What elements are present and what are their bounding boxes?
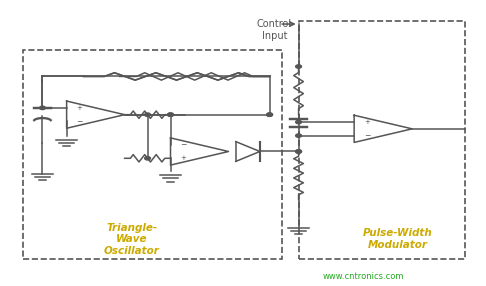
Circle shape <box>295 134 301 137</box>
Text: Control
Input: Control Input <box>257 19 292 41</box>
Circle shape <box>39 106 45 110</box>
Text: −: − <box>180 140 187 150</box>
Text: www.cntronics.com: www.cntronics.com <box>323 272 404 281</box>
Circle shape <box>295 120 301 124</box>
Circle shape <box>295 150 301 153</box>
Text: +: + <box>77 105 83 111</box>
Circle shape <box>168 113 174 116</box>
Bar <box>23 49 282 259</box>
Circle shape <box>295 150 301 153</box>
Circle shape <box>145 113 151 116</box>
Circle shape <box>145 157 151 160</box>
Circle shape <box>295 65 301 68</box>
Circle shape <box>267 113 273 116</box>
Text: +: + <box>181 155 187 161</box>
Text: −: − <box>364 131 370 140</box>
Text: Pulse-Width
Modulator: Pulse-Width Modulator <box>363 229 433 250</box>
Bar <box>298 21 465 259</box>
Circle shape <box>267 113 273 116</box>
Text: Triangle-
Wave
Oscillator: Triangle- Wave Oscillator <box>104 223 160 256</box>
Text: +: + <box>364 119 370 125</box>
Text: −: − <box>76 117 83 126</box>
Circle shape <box>168 113 174 116</box>
